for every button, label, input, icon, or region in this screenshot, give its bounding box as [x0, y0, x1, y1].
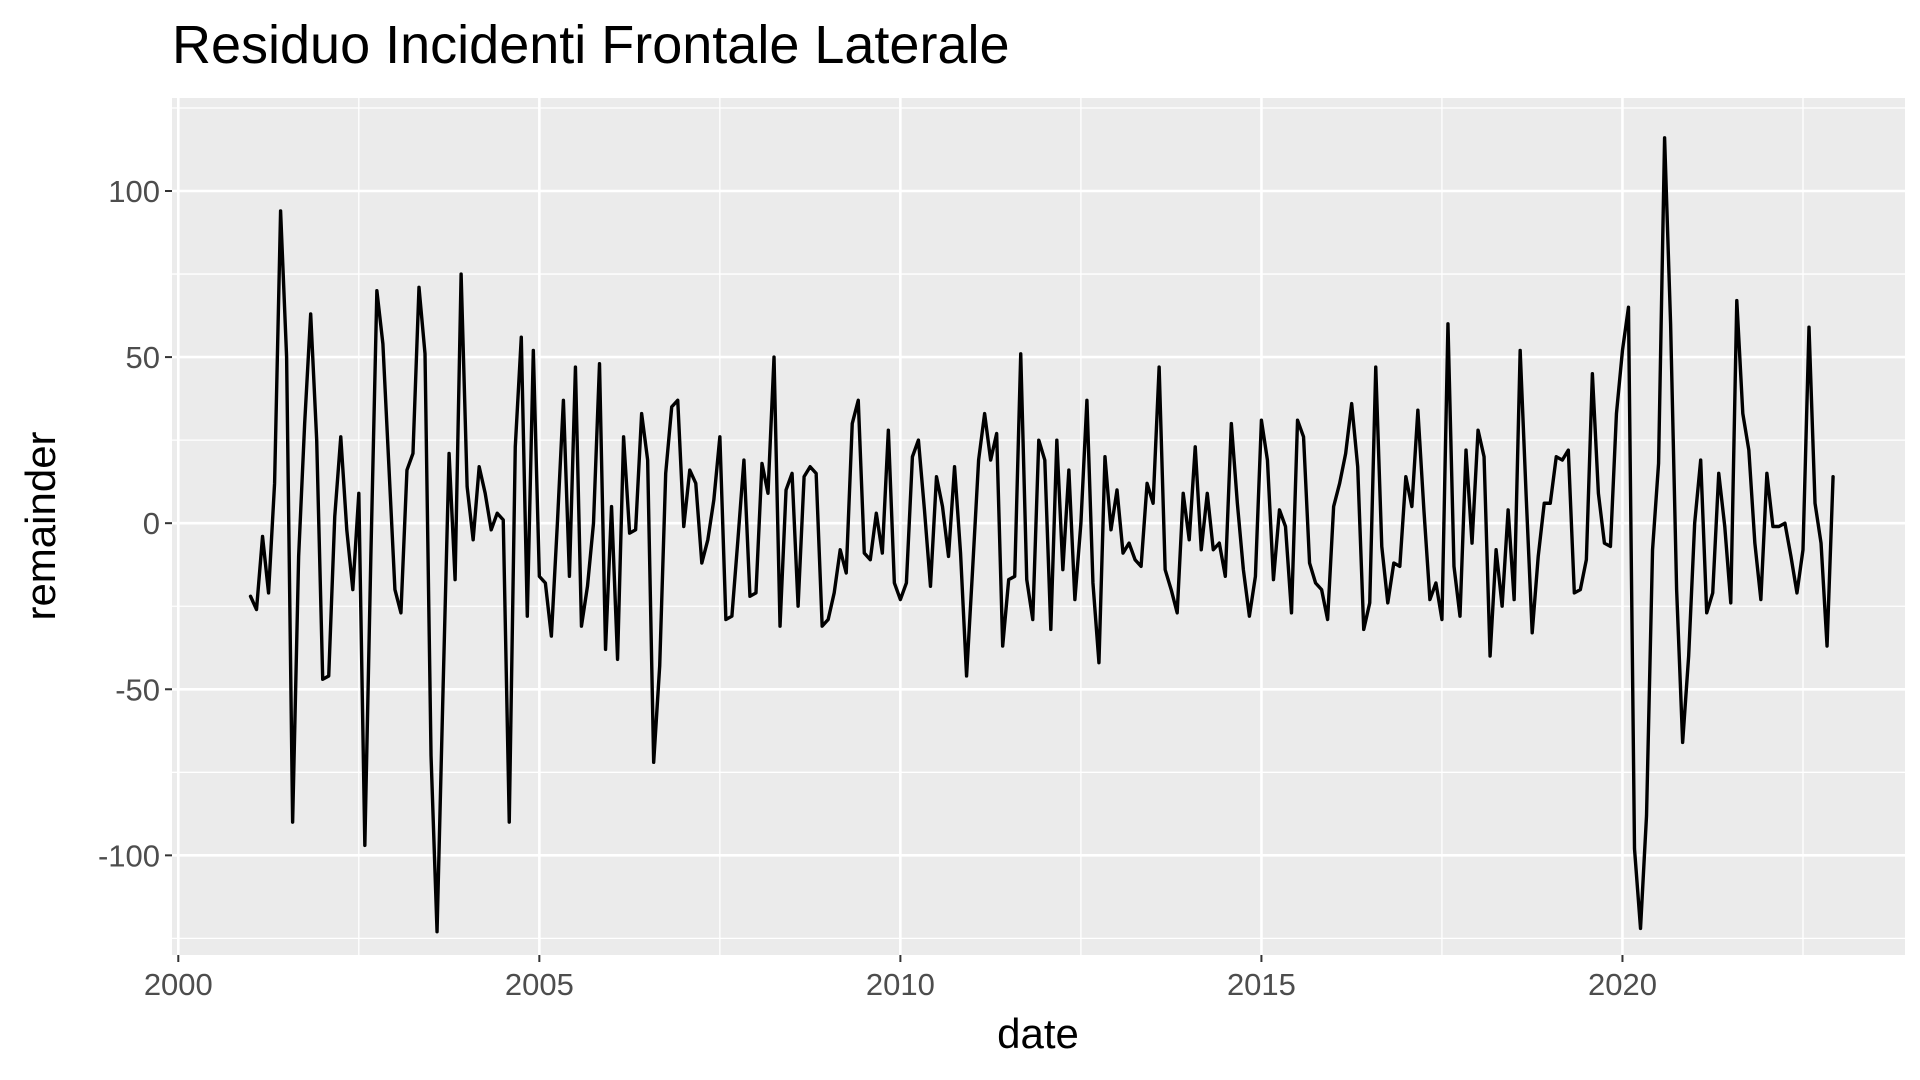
x-tick-label: 2010 — [866, 967, 935, 1002]
y-axis: -100 -50 0 50 100 — [98, 174, 172, 873]
y-tick-label: 100 — [108, 174, 160, 209]
x-tick-label: 2005 — [505, 967, 574, 1002]
plot-panel — [172, 98, 1905, 955]
x-axis-title: date — [997, 1010, 1079, 1057]
major-gridlines — [172, 98, 1905, 955]
x-tick-label: 2000 — [144, 967, 213, 1002]
series-line-remainder — [248, 136, 1835, 934]
x-tick-label: 2015 — [1227, 967, 1296, 1002]
y-tick-label: 0 — [143, 506, 160, 541]
y-tick-label: -50 — [115, 672, 160, 707]
y-tick-label: -100 — [98, 838, 160, 873]
y-tick-label: 50 — [126, 340, 160, 375]
x-tick-label: 2020 — [1588, 967, 1657, 1002]
y-axis-title: remainder — [17, 431, 64, 620]
chart-title: Residuo Incidenti Frontale Laterale — [172, 15, 1010, 75]
x-axis: 2000 2005 2010 2015 2020 — [144, 955, 1657, 1002]
